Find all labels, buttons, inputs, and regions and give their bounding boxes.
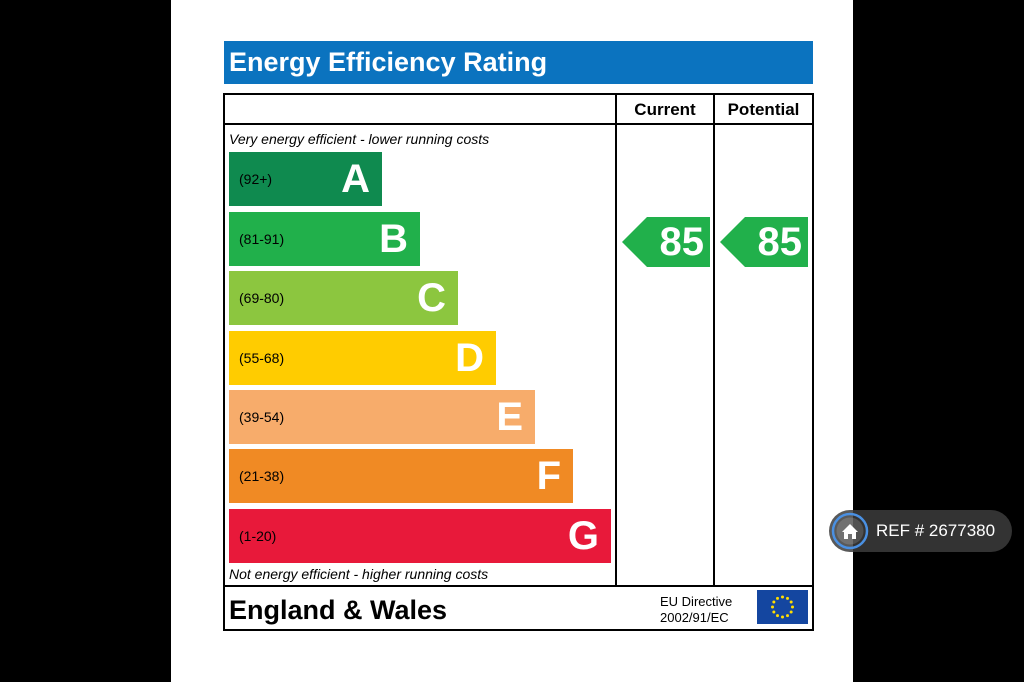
current-rating-value: 85 (659, 220, 705, 264)
band-letter: E (496, 395, 523, 439)
band-letter: D (455, 336, 484, 380)
band-letter: C (417, 276, 446, 320)
eu-stars (771, 595, 794, 619)
header-divider (223, 123, 814, 125)
eu-star-icon (781, 595, 784, 599)
potential-rating-arrow: 85 (720, 217, 808, 267)
eu-star-icon (776, 596, 779, 600)
band-range: (69-80) (239, 290, 285, 306)
eu-directive-number: 2002/91/EC (660, 610, 729, 625)
eu-star-icon (786, 614, 789, 618)
potential-arrow-shape (720, 217, 808, 267)
column-divider-potential (713, 93, 715, 587)
band-range: (39-54) (239, 409, 285, 425)
band-letter: F (536, 454, 561, 498)
eu-star-icon (789, 600, 793, 604)
eu-star-icon (781, 615, 784, 619)
reference-badge: REF # 2677380 (829, 510, 1012, 552)
band-letter: B (379, 217, 408, 261)
band-range: (1-20) (239, 528, 277, 544)
band-e: (39-54) E (229, 390, 535, 444)
eu-flag-icon (757, 590, 808, 624)
footer-country: England & Wales (229, 595, 448, 625)
epc-frame (223, 93, 814, 631)
current-column-header: Current (634, 100, 696, 119)
column-divider-current (615, 93, 617, 587)
band-g: (1-20) G (229, 509, 611, 563)
eu-star-icon (786, 596, 789, 600)
band-letter: A (341, 157, 370, 201)
band-range: (21-38) (239, 468, 285, 484)
home-icon (831, 512, 869, 550)
bottom-note: Not energy efficient - higher running co… (229, 566, 489, 582)
eu-star-icon (776, 614, 779, 618)
eu-star-icon (791, 605, 794, 609)
epc-title: Energy Efficiency Rating (224, 41, 813, 84)
band-letter: G (567, 514, 599, 558)
band-d: (55-68) D (229, 331, 496, 385)
band-f: (21-38) F (229, 449, 573, 503)
footer-divider (223, 585, 814, 587)
current-rating-arrow: 85 (622, 217, 710, 267)
eu-star-icon (789, 610, 793, 614)
reference-number: REF # 2677380 (876, 521, 996, 540)
eu-star-icon (772, 610, 776, 614)
band-range: (55-68) (239, 350, 285, 366)
current-arrow-shape (622, 217, 710, 267)
band-range: (92+) (239, 171, 273, 187)
eu-star-icon (771, 605, 774, 609)
band-a: (92+) A (229, 152, 382, 206)
eu-star-icon (772, 600, 776, 604)
band-c: (69-80) C (229, 271, 458, 325)
band-b: (81-91) B (229, 212, 420, 266)
potential-column-header: Potential (727, 100, 800, 119)
top-note: Very energy efficient - lower running co… (229, 131, 490, 147)
potential-rating-value: 85 (757, 220, 803, 264)
eu-directive-label: EU Directive (660, 594, 733, 609)
band-range: (81-91) (239, 231, 285, 247)
